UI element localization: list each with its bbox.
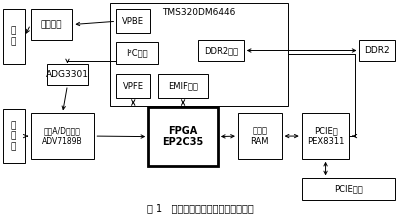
Text: DDR2接口: DDR2接口: [204, 46, 238, 55]
Text: FPGA
EP2C35: FPGA EP2C35: [162, 126, 204, 147]
Bar: [3, 9, 24, 63]
Text: 图 1   视频编码系统硬件结构原理框图: 图 1 视频编码系统硬件结构原理框图: [147, 203, 254, 213]
Text: 电
视: 电 视: [11, 27, 16, 46]
Text: EMIF接口: EMIF接口: [168, 82, 198, 91]
Bar: [158, 74, 208, 98]
Bar: [116, 9, 150, 33]
Bar: [359, 40, 395, 61]
Bar: [116, 42, 158, 63]
Bar: [198, 40, 244, 61]
Bar: [302, 113, 350, 159]
Text: 放大电路: 放大电路: [41, 20, 62, 29]
Bar: [110, 3, 288, 106]
Text: 双端口
RAM: 双端口 RAM: [251, 126, 269, 146]
Bar: [238, 113, 282, 159]
Text: 摄
像
头: 摄 像 头: [11, 121, 16, 151]
Text: PCIE桥
PEX8311: PCIE桥 PEX8311: [307, 126, 344, 146]
Text: ADG3301: ADG3301: [46, 70, 89, 79]
Text: PCIE总线: PCIE总线: [334, 185, 363, 194]
Bar: [30, 113, 94, 159]
Text: I²C接口: I²C接口: [126, 48, 148, 57]
Text: 视频A/D转换器
ADV7189B: 视频A/D转换器 ADV7189B: [42, 126, 83, 146]
Text: VPFE: VPFE: [123, 82, 144, 91]
Bar: [302, 178, 395, 200]
Bar: [47, 63, 88, 85]
Text: VPBE: VPBE: [122, 17, 144, 26]
Text: DDR2: DDR2: [365, 46, 390, 55]
Bar: [3, 109, 24, 163]
Bar: [148, 107, 218, 166]
Bar: [30, 9, 73, 40]
Text: TMS320DM6446: TMS320DM6446: [162, 8, 236, 17]
Bar: [116, 74, 150, 98]
